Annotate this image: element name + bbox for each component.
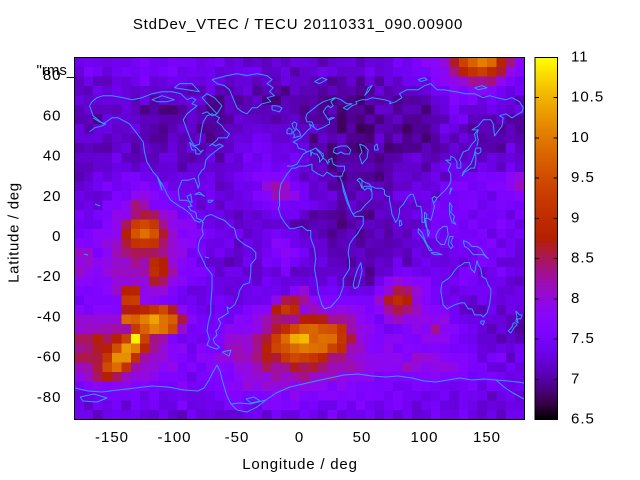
svg-text:-40: -40 xyxy=(37,308,62,325)
svg-text:9.5: 9.5 xyxy=(571,169,595,186)
svg-text:StdDev_VTEC / TECU 20110331_09: StdDev_VTEC / TECU 20110331_090.00900 xyxy=(133,16,463,33)
svg-text:8: 8 xyxy=(571,290,580,307)
svg-text:Latitude / deg: Latitude / deg xyxy=(6,182,23,283)
svg-text:-50: -50 xyxy=(225,429,250,446)
svg-text:60: 60 xyxy=(43,107,62,124)
svg-text:9: 9 xyxy=(571,209,580,226)
svg-text:-150: -150 xyxy=(95,429,129,446)
svg-text:150: 150 xyxy=(473,429,501,446)
svg-text:10: 10 xyxy=(571,129,590,146)
svg-text:0: 0 xyxy=(52,228,61,245)
svg-text:40: 40 xyxy=(43,148,62,165)
svg-text:6.5: 6.5 xyxy=(571,411,595,428)
svg-text:"rms_: "rms_ xyxy=(37,62,76,79)
svg-text:0: 0 xyxy=(295,429,304,446)
svg-text:7: 7 xyxy=(571,370,580,387)
svg-text:-80: -80 xyxy=(37,389,62,406)
svg-text:20: 20 xyxy=(43,188,62,205)
svg-text:11: 11 xyxy=(571,49,589,66)
svg-text:-60: -60 xyxy=(37,349,62,366)
svg-text:7.5: 7.5 xyxy=(571,330,595,347)
svg-text:-20: -20 xyxy=(37,268,62,285)
svg-text:Longitude / deg: Longitude / deg xyxy=(242,456,357,473)
svg-text:100: 100 xyxy=(410,429,438,446)
svg-text:10.5: 10.5 xyxy=(571,89,604,106)
svg-text:80: 80 xyxy=(43,67,62,84)
svg-text:8.5: 8.5 xyxy=(571,250,595,267)
svg-text:-100: -100 xyxy=(157,429,191,446)
svg-text:50: 50 xyxy=(353,429,372,446)
